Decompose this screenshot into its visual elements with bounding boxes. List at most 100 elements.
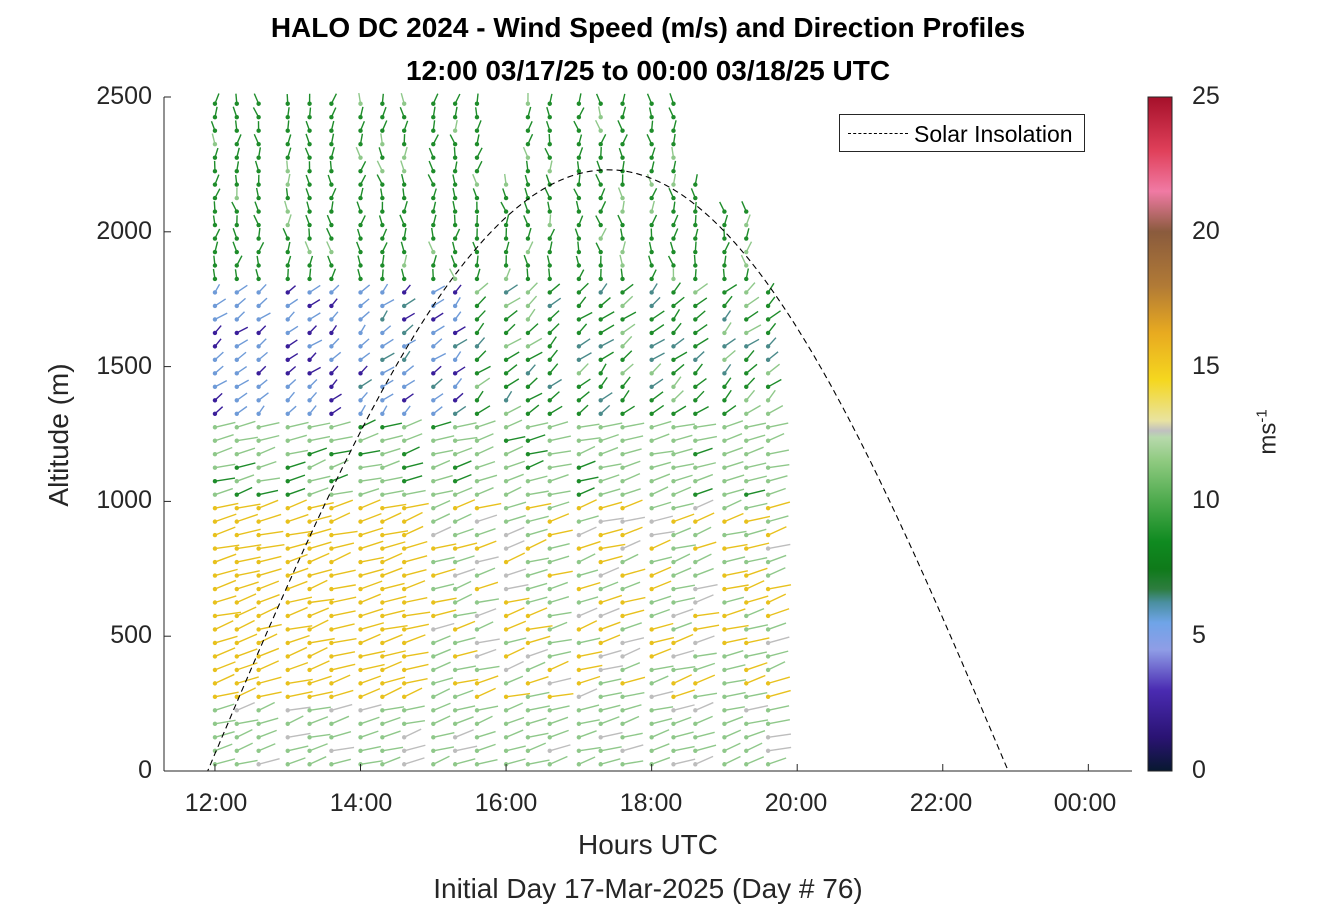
- wind-barb: [694, 297, 708, 307]
- wind-barb: [767, 746, 792, 752]
- wind-barb-head: [598, 613, 603, 619]
- wind-barb-head: [452, 357, 458, 363]
- wind-barb: [767, 475, 788, 482]
- wind-barb: [673, 527, 692, 536]
- wind-barb-head: [722, 573, 727, 578]
- wind-barb-head: [547, 478, 552, 484]
- wind-barb: [724, 637, 748, 644]
- wind-barb: [382, 490, 404, 496]
- wind-barb-head: [598, 236, 603, 241]
- wind-barb: [549, 474, 569, 482]
- wind-barb: [214, 730, 235, 738]
- wind-barb: [258, 580, 280, 590]
- wind-barb-head: [452, 155, 458, 160]
- wind-barb: [505, 337, 522, 348]
- wind-barb-head: [256, 236, 261, 241]
- wind-barb: [673, 674, 693, 685]
- wind-barb-head: [474, 532, 480, 538]
- wind-barb-head: [307, 330, 312, 336]
- wind-barb-head: [474, 573, 480, 578]
- wind-barb: [433, 449, 454, 455]
- wind-barb: [214, 635, 238, 644]
- wind-barb: [746, 502, 768, 509]
- wind-barb-head: [234, 546, 239, 551]
- wind-barb-head: [474, 209, 480, 214]
- wind-barb-head: [598, 478, 603, 484]
- wind-barb-head: [234, 411, 239, 416]
- wind-barb: [403, 298, 416, 307]
- wind-barb: [360, 512, 382, 523]
- wind-barb: [287, 732, 311, 738]
- wind-barb-head: [503, 721, 509, 727]
- wind-barb-head: [358, 303, 363, 309]
- wind-barb: [695, 567, 714, 577]
- wind-barb: [527, 490, 549, 496]
- wind-barb-head: [693, 425, 698, 430]
- wind-barb-head: [329, 155, 334, 160]
- wind-barb-head: [329, 371, 334, 376]
- wind-barb: [673, 463, 695, 469]
- wind-barb: [767, 567, 786, 577]
- wind-barb: [236, 759, 258, 765]
- wind-barb: [360, 650, 386, 658]
- wind-barb-head: [693, 263, 698, 268]
- wind-barb-head: [693, 330, 698, 336]
- wind-barb: [258, 555, 282, 563]
- wind-barb-head: [234, 532, 239, 538]
- wind-barb: [382, 661, 402, 671]
- wind-barb: [287, 487, 306, 496]
- wind-barb-head: [212, 505, 218, 511]
- wind-barb-head: [525, 505, 531, 511]
- wind-barb-head: [598, 317, 603, 322]
- wind-barb: [476, 528, 496, 536]
- wind-barb: [600, 351, 614, 361]
- wind-barb-head: [722, 532, 727, 538]
- wind-barb-head: [431, 519, 436, 524]
- wind-barb-head: [547, 168, 552, 174]
- wind-barb: [767, 515, 789, 523]
- wind-barb: [651, 420, 672, 428]
- wind-barb-head: [212, 708, 218, 713]
- wind-barb-head: [671, 681, 676, 686]
- wind-barb-head: [693, 222, 698, 228]
- wind-barb-head: [256, 290, 261, 295]
- wind-barb-head: [380, 411, 385, 416]
- wind-barb-head: [576, 141, 582, 147]
- wind-barb: [549, 529, 573, 536]
- wind-barb: [432, 688, 451, 698]
- wind-barb-head: [234, 667, 239, 673]
- wind-barb-head: [503, 654, 509, 659]
- wind-barb-head: [649, 519, 654, 524]
- wind-barb-head: [671, 762, 676, 767]
- wind-barb: [214, 487, 234, 496]
- wind-barb-head: [503, 182, 509, 187]
- wind-barb-head: [671, 573, 676, 578]
- wind-barb: [695, 715, 713, 725]
- wind-barb-head: [452, 276, 458, 282]
- wind-barb-head: [431, 222, 436, 228]
- wind-barb-head: [431, 371, 436, 376]
- wind-barb-head: [474, 748, 480, 753]
- wind-barb: [360, 663, 385, 671]
- wind-barb-head: [671, 357, 676, 363]
- wind-barb-head: [693, 721, 698, 727]
- wind-barb-head: [329, 411, 334, 416]
- wind-barb: [549, 450, 572, 455]
- wind-barb-head: [693, 236, 698, 241]
- wind-barb: [746, 651, 768, 658]
- wind-barb-head: [212, 519, 218, 524]
- wind-barb-head: [671, 532, 676, 538]
- wind-barb: [505, 540, 525, 550]
- wind-barb: [600, 634, 621, 644]
- wind-barb: [360, 568, 384, 577]
- wind-barb-head: [598, 573, 603, 578]
- wind-barbs: [210, 92, 792, 767]
- wind-barb: [527, 422, 549, 428]
- wind-barb-head: [598, 532, 603, 538]
- wind-barb-head: [598, 465, 603, 470]
- wind-barb: [360, 760, 383, 765]
- wind-barb-head: [503, 532, 509, 538]
- wind-barb-head: [380, 627, 385, 632]
- wind-barb-head: [671, 600, 676, 605]
- wind-barb-head: [431, 263, 436, 268]
